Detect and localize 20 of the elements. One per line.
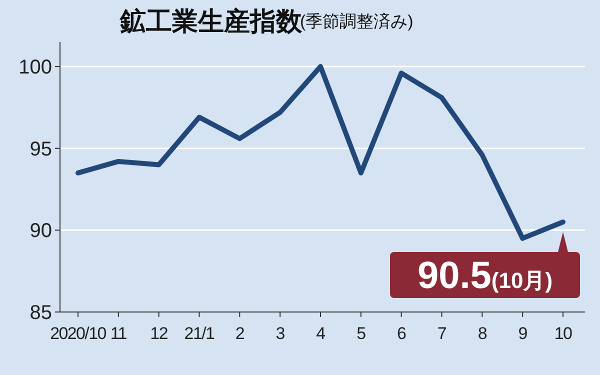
x-tick-label: 9 (518, 324, 528, 343)
x-tick-label: 4 (316, 324, 326, 343)
x-tick-label: 8 (478, 324, 487, 343)
annotation: 90.5(10月) (417, 255, 553, 297)
y-tick-label: 100 (18, 56, 52, 79)
y-tick-label: 85 (30, 302, 52, 324)
x-tick-label: 3 (276, 324, 285, 343)
x-tick-label: 11 (110, 324, 127, 343)
x-tick-label: 2020/10 (50, 324, 106, 343)
x-tick-label: 12 (150, 324, 168, 343)
x-tick-label: 6 (397, 324, 406, 343)
x-tick-label: 7 (437, 324, 446, 343)
x-tick-label: 21/1 (184, 324, 215, 343)
x-tick-label: 10 (554, 324, 572, 343)
x-tick-label: 2 (235, 324, 244, 343)
chart-title: 鉱工業生産指数 (119, 6, 303, 36)
chart-subtitle: (季節調整済み) (300, 12, 414, 31)
y-tick-label: 95 (30, 138, 52, 160)
x-tick-label: 5 (356, 324, 366, 343)
y-tick-label: 90 (30, 220, 52, 242)
